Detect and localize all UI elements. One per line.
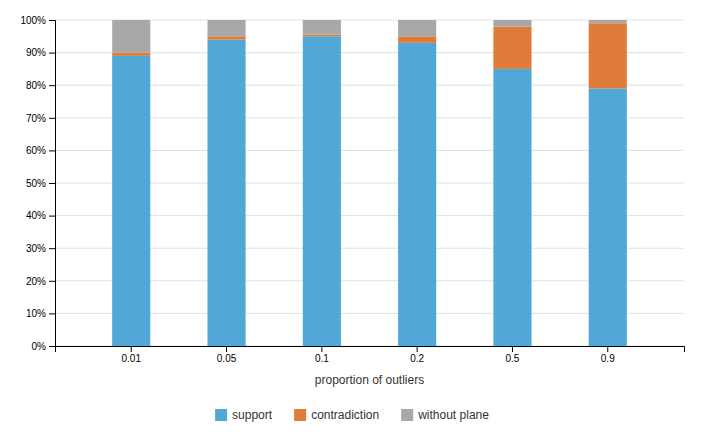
bars <box>112 20 627 346</box>
x-tick: 0.01 <box>122 346 142 364</box>
bar <box>589 20 627 23</box>
chart: 0%10%20%30%40%50%60%70%80%90%100%0.010.0… <box>0 0 704 436</box>
plot: 0%10%20%30%40%50%60%70%80%90%100%0.010.0… <box>20 15 684 387</box>
y-tick: 100% <box>20 15 55 26</box>
bar <box>493 27 531 69</box>
y-tick-mark <box>49 53 55 54</box>
x-tick-mark <box>512 346 513 352</box>
y-tick-mark <box>49 313 55 314</box>
legend-item: support <box>215 408 273 422</box>
y-tick: 30% <box>26 243 55 254</box>
x-tick-label: 0.05 <box>217 353 237 364</box>
y-tick-label: 70% <box>26 113 46 124</box>
bar <box>589 23 627 88</box>
bar <box>112 56 150 346</box>
y-tick-mark <box>49 248 55 249</box>
y-tick: 50% <box>26 178 55 189</box>
y-tick-label: 40% <box>26 210 46 221</box>
bar <box>398 43 436 346</box>
bar <box>493 20 531 27</box>
y-tick-mark <box>49 118 55 119</box>
y-tick-label: 80% <box>26 80 46 91</box>
y-tick-mark <box>49 183 55 184</box>
x-tick-mark <box>131 346 132 352</box>
x-tick: 0.05 <box>217 346 237 364</box>
y-tick: 20% <box>26 276 55 287</box>
y-tick: 0% <box>32 341 55 352</box>
y-tick-label: 50% <box>26 178 46 189</box>
y-tick-mark <box>49 281 55 282</box>
y-tick: 10% <box>26 308 55 319</box>
legend-swatch <box>294 409 306 421</box>
bar <box>398 20 436 36</box>
x-tick-mark <box>607 346 608 352</box>
bar <box>398 36 436 43</box>
bar <box>303 20 341 35</box>
y-tick-mark <box>49 20 55 21</box>
bar <box>303 36 341 346</box>
y-tick-label: 0% <box>32 341 47 352</box>
bar <box>207 20 245 36</box>
bar <box>493 69 531 346</box>
y-tick-mark <box>49 216 55 217</box>
x-axis-line <box>56 347 685 353</box>
bar <box>207 40 245 346</box>
y-tick-label: 100% <box>20 15 46 26</box>
x-tick: 0.9 <box>601 346 615 364</box>
x-tick-label: 0.1 <box>315 353 329 364</box>
bar-series <box>112 20 627 53</box>
y-tick: 60% <box>26 145 55 156</box>
y-tick-mark <box>49 346 55 347</box>
grid <box>55 20 684 346</box>
bar <box>112 53 150 56</box>
y-tick-label: 90% <box>26 47 46 58</box>
y-tick-mark <box>49 150 55 151</box>
x-tick-mark <box>417 346 418 352</box>
x-tick: 0.5 <box>506 346 520 364</box>
y-tick-label: 60% <box>26 145 46 156</box>
y-tick: 70% <box>26 113 55 124</box>
y-tick-mark <box>49 85 55 86</box>
y-tick: 80% <box>26 80 55 91</box>
legend-item: contradiction <box>294 408 379 422</box>
legend-label: support <box>232 408 273 422</box>
legend-label: without plane <box>417 408 489 422</box>
x-tick-mark <box>226 346 227 352</box>
bar <box>112 20 150 53</box>
legend: support contradiction without plane <box>215 408 489 422</box>
legend-swatch <box>401 409 413 421</box>
x-tick: 0.2 <box>410 346 424 364</box>
y-tick: 40% <box>26 210 55 221</box>
y-tick-label: 10% <box>26 308 46 319</box>
y-tick: 90% <box>26 47 55 58</box>
bar <box>207 36 245 39</box>
y-tick-label: 20% <box>26 276 46 287</box>
legend-item: without plane <box>401 408 489 422</box>
x-tick: 0.1 <box>315 346 329 364</box>
bar <box>589 88 627 346</box>
x-tick-label: 0.9 <box>601 353 615 364</box>
y-axis: 0% 10% 20% 30% 40% 50% 60% 70% 80% 90% 100% <box>20 15 55 352</box>
legend-swatch <box>215 409 227 421</box>
legend-label: contradiction <box>311 408 379 422</box>
bar-series <box>112 23 627 88</box>
x-axis: 0.01 0.05 0.1 0.2 0.5 0.9 <box>56 346 685 364</box>
x-tick-label: 0.01 <box>122 353 142 364</box>
x-tick-label: 0.2 <box>410 353 424 364</box>
y-tick-label: 30% <box>26 243 46 254</box>
bar <box>303 35 341 37</box>
bar-series <box>112 36 627 346</box>
x-axis-title: proportion of outliers <box>315 373 424 387</box>
y-axis-line <box>49 21 56 347</box>
x-tick-mark <box>321 346 322 352</box>
x-tick-label: 0.5 <box>506 353 520 364</box>
